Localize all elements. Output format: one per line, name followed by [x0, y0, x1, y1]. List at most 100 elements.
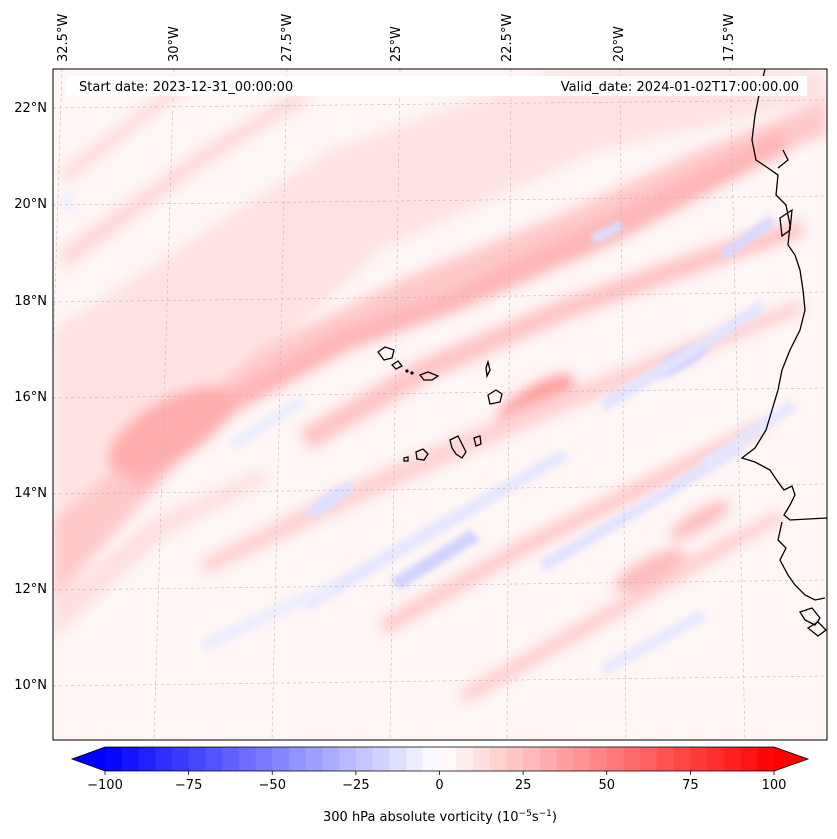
- colorbar-tick-label: 25: [515, 778, 532, 793]
- colorbar-segment: [757, 747, 775, 771]
- lon-label-22-5: 22.5°W: [500, 14, 515, 62]
- colorbar-segment: [656, 747, 675, 771]
- colorbar-segment: [740, 747, 758, 771]
- island-sal: [485, 359, 491, 379]
- colorbar-segment: [422, 747, 441, 771]
- gridline-lon-20: [619, 69, 627, 740]
- coastal-island-1: [799, 607, 821, 626]
- coast-detail-north: [777, 149, 789, 169]
- colorbar-title-end: ): [552, 810, 557, 825]
- colorbar-segment: [288, 747, 307, 771]
- gridline-lon-25: [389, 69, 401, 740]
- lat-label-10: 10°N: [14, 678, 47, 693]
- guinea-coastline: [777, 521, 826, 601]
- gridline-lon-22-5: [506, 69, 512, 740]
- colorbar-segment: [472, 747, 491, 771]
- colorbar-ticks: −100 −75 −50 −25 0 25 50 75 100: [87, 771, 786, 793]
- colorbar-tick-label: −75: [175, 778, 202, 793]
- colorbar-segment: [155, 747, 173, 771]
- colorbar-segment: [305, 747, 324, 771]
- colorbar-segment: [121, 747, 140, 771]
- colorbar-segment: [372, 747, 390, 771]
- colorbar-segment: [272, 747, 290, 771]
- coastline: [740, 69, 827, 637]
- colorbar-extend-max: [774, 747, 808, 771]
- colorbar-title-main: 300 hPa absolute vorticity (10: [323, 810, 519, 825]
- colorbar-title-exp1: −5: [519, 809, 532, 819]
- gridline-lon-30: [153, 69, 175, 740]
- colorbar-segment: [171, 747, 190, 771]
- lon-label-30: 30°W: [167, 26, 182, 62]
- colorbar-segment: [523, 747, 541, 771]
- map-frame: [52, 68, 828, 741]
- cape-verde-islands: [377, 346, 503, 462]
- island-sao-nicolau: [418, 371, 440, 381]
- island-maio: [473, 435, 482, 447]
- lon-label-20: 20°W: [612, 26, 627, 62]
- date-info-box: [66, 76, 807, 96]
- colorbar-segment: [690, 747, 708, 771]
- colorbar-tick-label: 0: [435, 778, 443, 793]
- colorbar-tick-label: 100: [762, 778, 787, 793]
- colorbar-segment: [539, 747, 558, 771]
- islet-2: [410, 371, 414, 375]
- lon-label-27-5: 27.5°W: [280, 14, 295, 62]
- gridline-lon-17-5: [729, 69, 746, 740]
- island-sao-vicente: [390, 360, 404, 370]
- island-boa-vista: [487, 389, 503, 405]
- island-santo-antao: [377, 346, 395, 361]
- colorbar-tick-label: 50: [598, 778, 615, 793]
- colorbar-segment: [606, 747, 625, 771]
- lat-label-22: 22°N: [14, 101, 47, 116]
- colorbar-segment: [489, 747, 508, 771]
- colorbar-segment: [590, 747, 608, 771]
- latitude-labels: 22°N 20°N 18°N 16°N 14°N 12°N 10°N: [14, 101, 47, 693]
- colorbar-title-exp2: −1: [539, 809, 552, 819]
- lon-label-32-5: 32.5°W: [56, 14, 71, 62]
- colorbar-segment: [456, 747, 474, 771]
- lat-label-14: 14°N: [14, 486, 47, 501]
- colorbar-segment: [723, 747, 742, 771]
- lat-label-16: 16°N: [14, 390, 47, 405]
- colorbar-segment: [439, 747, 457, 771]
- positive-bands: [53, 69, 827, 705]
- valid-date-text: Valid_date: 2024-01-02T17:00:00.00: [561, 80, 799, 95]
- island-brava: [403, 456, 409, 462]
- africa-coastline: [740, 69, 827, 521]
- colorbar-segment: [506, 747, 524, 771]
- colorbar-segment: [406, 747, 424, 771]
- colorbar-segment: [105, 747, 123, 771]
- colorbar-segment: [138, 747, 156, 771]
- colorbar-tick-label: −100: [87, 778, 123, 793]
- colorbar-segment: [673, 747, 691, 771]
- longitude-labels: 32.5°W 30°W 27.5°W 25°W 22.5°W 20°W 17.5…: [56, 14, 737, 62]
- vorticity-field: [53, 69, 827, 740]
- colorbar-segment: [640, 747, 658, 771]
- colorbar-segment: [339, 747, 357, 771]
- colorbar-segment: [255, 747, 273, 771]
- colorbar-segment: [188, 747, 206, 771]
- start-date-text: Start date: 2023-12-31_00:00:00: [79, 80, 293, 95]
- island-santiago: [449, 435, 467, 459]
- lat-label-18: 18°N: [14, 294, 47, 309]
- colorbar-title-unit: s: [532, 810, 539, 825]
- gridlines: [53, 69, 827, 740]
- colorbar-segment: [573, 747, 591, 771]
- lat-label-20: 20°N: [14, 197, 47, 212]
- colorbar-tick-label: 75: [682, 778, 699, 793]
- colorbar-segment: [389, 747, 407, 771]
- colorbar-tick-label: −25: [342, 778, 369, 793]
- colorbar-segment: [238, 747, 257, 771]
- colorbar-segment: [623, 747, 641, 771]
- island-fogo: [415, 448, 429, 461]
- colorbar-title: 300 hPa absolute vorticity (10−5s−1): [323, 809, 557, 825]
- negative-bands: [60, 190, 796, 675]
- islet-1: [405, 369, 409, 373]
- coastal-island-2: [806, 621, 827, 637]
- lat-label-12: 12°N: [14, 582, 47, 597]
- gridline-lon-27-5: [271, 69, 288, 740]
- colorbar-segments: [105, 747, 775, 771]
- lon-label-25: 25°W: [389, 26, 404, 62]
- colorbar-segment: [222, 747, 240, 771]
